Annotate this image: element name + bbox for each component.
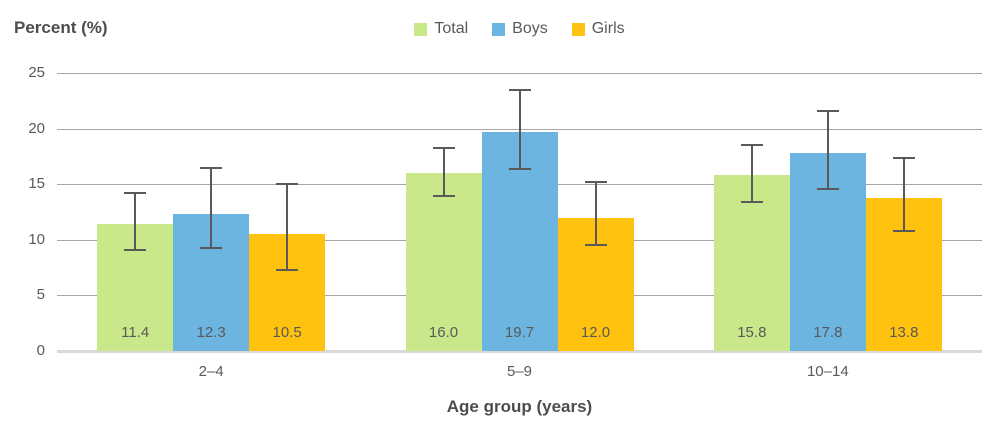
legend-swatch-icon <box>414 22 428 36</box>
plot-area: 11.4 12.3 10.5 16.0 19.7 12.0 15.8 17.8 13.8 <box>57 73 982 353</box>
y-tick-label: 10 <box>28 230 45 248</box>
value-label: 16.0 <box>428 324 459 341</box>
error-bar-cap-top <box>584 180 607 183</box>
error-bar <box>442 147 445 197</box>
x-axis-line <box>57 350 982 353</box>
bar-total-5–9: 16.0 <box>405 173 482 351</box>
x-tick-label: 2–4 <box>198 363 224 380</box>
value-label: 19.7 <box>504 324 535 341</box>
error-bar-cap-bottom <box>508 167 531 170</box>
error-bar-cap-bottom <box>276 268 299 271</box>
error-bar-cap-top <box>508 88 531 91</box>
error-bar-cap-bottom <box>200 246 223 249</box>
error-bar <box>826 110 829 189</box>
x-tick-label: 5–9 <box>506 363 533 380</box>
y-tick-label: 25 <box>28 64 45 81</box>
x-tick-label: 10–14 <box>806 363 849 380</box>
error-bar-cap-bottom <box>740 200 763 203</box>
bar-boys-5–9: 19.7 <box>481 131 558 351</box>
error-bar-cap-bottom <box>892 229 915 232</box>
y-tick-label: 0 <box>36 342 45 359</box>
error-bar <box>210 167 213 248</box>
error-bar-cap-bottom <box>816 187 839 190</box>
legend-item-boys: Boys <box>492 20 548 38</box>
value-label: 12.0 <box>580 324 611 341</box>
value-label: 13.8 <box>889 324 919 341</box>
legend-label: Total <box>434 20 469 37</box>
error-bar-cap-bottom <box>432 195 455 198</box>
y-tick-label: 20 <box>28 119 45 137</box>
value-label: 12.3 <box>196 324 226 341</box>
legend-item-girls: Girls <box>571 20 625 38</box>
error-bar-cap-top <box>816 109 839 112</box>
error-bar-cap-top <box>276 183 299 186</box>
error-bar <box>134 193 137 250</box>
value-label: 15.8 <box>737 324 767 341</box>
error-bar <box>286 184 289 270</box>
error-bar <box>594 181 597 246</box>
value-label: 17.8 <box>813 324 843 341</box>
legend-swatch-icon <box>571 22 585 36</box>
error-bar-cap-bottom <box>124 248 147 251</box>
error-bar-cap-top <box>200 166 223 169</box>
error-bar-cap-top <box>892 156 915 159</box>
y-tick-label: 5 <box>36 286 45 304</box>
value-label: 11.4 <box>121 324 150 341</box>
legend-item-total: Total <box>414 20 468 38</box>
value-label: 10.5 <box>272 324 302 341</box>
legend-swatch-icon <box>492 22 506 36</box>
bar-total-10–14: 15.8 <box>713 175 790 351</box>
x-axis-title: Age group (years) <box>446 397 593 416</box>
gridline <box>57 73 982 74</box>
y-axis-title: Percent (%) <box>14 18 108 37</box>
legend: Total Boys Girls <box>57 20 982 38</box>
error-bar-cap-top <box>124 192 147 195</box>
error-bar-cap-top <box>740 144 763 147</box>
y-tick-label: 15 <box>28 175 45 193</box>
error-bar <box>750 145 753 202</box>
error-bar <box>902 157 905 231</box>
error-bar <box>518 89 521 169</box>
error-bar-cap-bottom <box>584 244 607 247</box>
legend-label: Boys <box>512 20 548 37</box>
error-bar-cap-top <box>432 146 455 149</box>
legend-label: Girls <box>591 20 625 37</box>
